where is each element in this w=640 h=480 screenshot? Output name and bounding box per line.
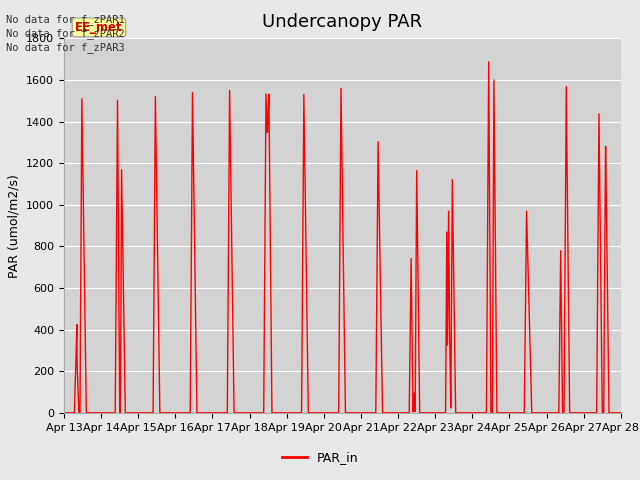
Text: No data for f_zPAR1: No data for f_zPAR1	[6, 13, 125, 24]
Text: EE_met: EE_met	[75, 21, 123, 34]
Legend: PAR_in: PAR_in	[276, 446, 364, 469]
Y-axis label: PAR (umol/m2/s): PAR (umol/m2/s)	[8, 174, 20, 277]
Text: No data for f_zPAR2: No data for f_zPAR2	[6, 28, 125, 39]
Title: Undercanopy PAR: Undercanopy PAR	[262, 13, 422, 31]
Text: No data for f_zPAR3: No data for f_zPAR3	[6, 42, 125, 53]
